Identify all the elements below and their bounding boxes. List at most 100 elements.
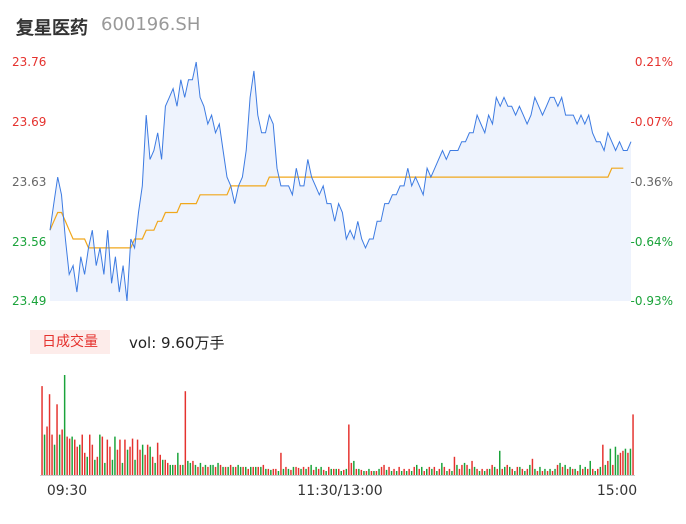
volume-bar	[632, 414, 634, 475]
volume-bar	[355, 468, 358, 475]
volume-bar	[74, 439, 76, 475]
volume-bar	[604, 464, 607, 475]
volume-tab[interactable]: 日成交量	[30, 330, 110, 354]
volume-bar	[282, 468, 285, 475]
volume-bar	[559, 462, 561, 475]
volume-bar	[619, 452, 622, 475]
volume-bar	[421, 466, 423, 475]
volume-bar	[162, 459, 164, 475]
volume-bar	[287, 468, 290, 475]
volume-bar	[433, 466, 436, 475]
volume-bar	[448, 468, 451, 475]
volume-bar	[219, 464, 222, 475]
average-price-line	[49, 167, 624, 249]
volume-bar	[403, 468, 405, 475]
volume-bar	[388, 466, 390, 475]
volume-bar	[511, 468, 513, 475]
volume-bar	[395, 471, 398, 475]
volume-bar	[144, 454, 146, 475]
volume-bar	[116, 449, 119, 475]
volume-bar	[68, 438, 71, 475]
volume-bar	[79, 444, 81, 475]
volume-bar	[63, 375, 66, 475]
volume-bar	[461, 464, 463, 475]
volume-bar	[212, 464, 214, 475]
volume-bar	[174, 464, 176, 475]
volume-bar	[305, 468, 307, 475]
time-tick-label: 15:00	[597, 483, 637, 499]
volume-bar	[76, 446, 78, 475]
volume-bar	[71, 436, 73, 475]
volume-bar	[602, 444, 604, 475]
volume-bar	[584, 466, 586, 475]
volume-bar	[156, 442, 159, 475]
volume-bar	[350, 462, 353, 475]
volume-bar	[239, 466, 242, 475]
volume-bar	[315, 466, 317, 475]
volume-bar	[197, 466, 199, 475]
volume-bar	[136, 439, 139, 475]
volume-bar	[41, 386, 43, 475]
volume-bar	[612, 464, 614, 475]
volume-bar	[398, 466, 400, 475]
volume-bar	[310, 464, 312, 475]
volume-bar	[345, 468, 348, 475]
volume-bar	[335, 468, 337, 475]
volume-bar	[378, 468, 380, 475]
volume-bar	[531, 458, 534, 475]
volume-bar	[443, 466, 446, 475]
volume-bar	[328, 466, 330, 475]
volume-bar	[594, 471, 596, 475]
volume-bar	[229, 464, 232, 475]
volume-bar	[131, 438, 134, 475]
volume-bar	[509, 466, 511, 475]
volume-bar	[277, 471, 280, 475]
volume-bar	[483, 471, 486, 475]
volume-bar	[441, 462, 443, 475]
volume-bar	[481, 468, 483, 475]
volume-bar	[260, 466, 262, 475]
volume-bar	[320, 466, 322, 475]
volume-bar	[255, 466, 257, 475]
volume-bar	[436, 471, 438, 475]
volume-bar	[438, 468, 441, 475]
volume-bar	[192, 460, 194, 475]
volume-bar	[151, 456, 154, 475]
percent-tick-label: -0.93%	[631, 294, 673, 308]
volume-bar	[194, 464, 197, 475]
volume-bar	[410, 471, 413, 475]
volume-bar	[348, 424, 350, 475]
volume-bar	[524, 471, 526, 475]
percent-tick-label: 0.21%	[635, 55, 673, 69]
volume-bar	[491, 464, 493, 475]
volume-bar	[534, 468, 536, 475]
volume-bar	[182, 464, 184, 475]
volume-bar	[272, 468, 275, 475]
volume-bar	[285, 466, 287, 475]
volume-bar	[91, 444, 94, 475]
volume-bar	[476, 468, 478, 475]
volume-bar	[307, 466, 310, 475]
volume-bar	[587, 468, 589, 475]
volume-bar	[499, 450, 501, 475]
volume-bar	[81, 434, 83, 475]
volume-bar	[627, 452, 629, 475]
volume-bar	[139, 449, 141, 475]
volume-bar	[209, 464, 212, 475]
volume-bar	[43, 434, 46, 475]
volume-bar	[99, 434, 101, 475]
volume-bar	[275, 468, 277, 475]
volume-bar	[554, 468, 556, 475]
stock-name: 复星医药	[16, 18, 88, 39]
volume-bar	[529, 464, 531, 475]
volume-bar	[265, 468, 267, 475]
volume-bar	[365, 471, 368, 475]
volume-bar	[94, 459, 96, 475]
volume-bar	[250, 466, 252, 475]
volume-bar	[566, 468, 569, 475]
volume-bar	[506, 464, 508, 475]
volume-bar	[119, 439, 121, 475]
volume-bar	[167, 462, 169, 475]
volume-bar	[358, 468, 360, 475]
volume-bar	[375, 471, 378, 475]
